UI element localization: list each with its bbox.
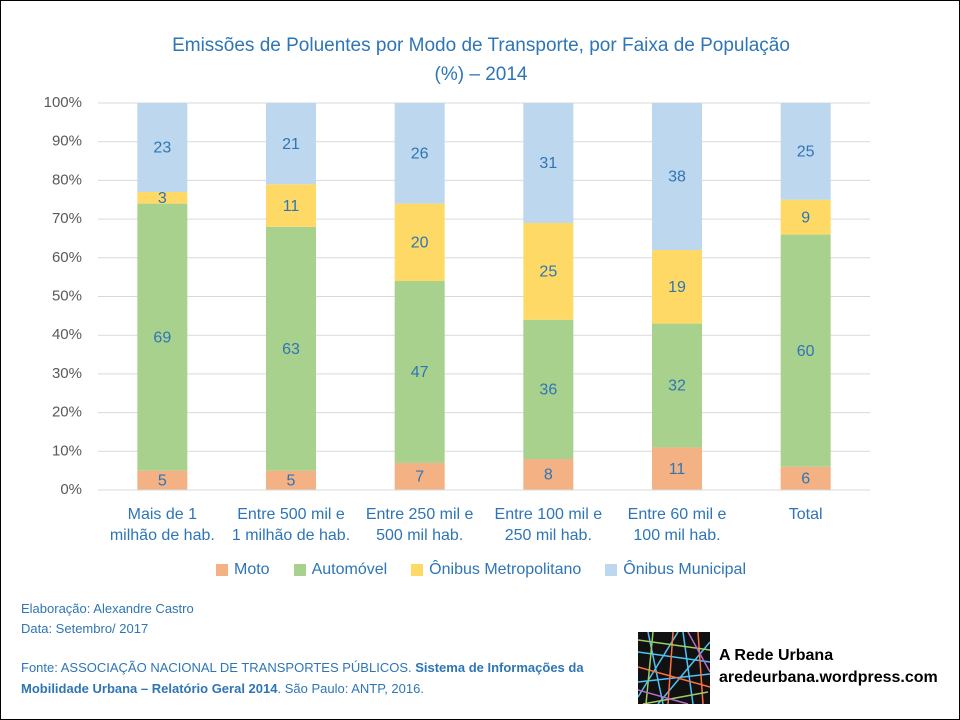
logo-url: aredeurbana.wordpress.com — [719, 669, 938, 686]
data-label: 7 — [415, 469, 424, 486]
legend-item: Automóvel — [293, 561, 388, 579]
data-label: 47 — [411, 364, 429, 381]
legend-item: Moto — [216, 561, 270, 579]
bar-segment — [652, 323, 702, 448]
data-label: 11 — [669, 461, 686, 478]
logo-title: A Rede Urbana — [719, 647, 834, 664]
legend-label: Ônibus Metropolitano — [429, 561, 582, 578]
bar-segment — [137, 103, 188, 193]
data-label: 69 — [153, 329, 171, 346]
bar-segment — [266, 470, 316, 490]
bar-segment — [137, 192, 188, 204]
legend-swatch — [605, 564, 618, 576]
data-label: 5 — [287, 473, 296, 490]
y-tick-label: 40% — [52, 326, 82, 343]
credits: Elaboração: Alexandre Castro Data: Setemb… — [21, 599, 194, 639]
y-tick-label: 30% — [52, 365, 82, 382]
bar-segment — [780, 199, 831, 235]
legend-swatch — [411, 564, 424, 576]
bar-segment — [137, 203, 188, 471]
data-label: 60 — [797, 343, 815, 360]
source-text: Fonte: ASSOCIAÇÃO NACIONAL DE TRANSPORTE… — [21, 660, 416, 675]
data-label: 9 — [801, 209, 810, 226]
bar-segment — [266, 184, 316, 227]
bar-segment — [523, 222, 574, 320]
y-tick-label: 60% — [52, 249, 82, 266]
legend-swatch — [293, 564, 306, 576]
bar-segment — [266, 103, 316, 185]
bar-segment — [394, 462, 445, 490]
data-label: 11 — [283, 198, 300, 215]
y-tick-label: 0% — [60, 481, 82, 498]
y-tick-label: 20% — [52, 404, 82, 421]
legend: Moto Automóvel Ônibus Metropolitano Ônibus … — [1, 561, 959, 579]
bar-segment — [394, 281, 445, 463]
data-label: 3 — [158, 190, 167, 207]
bar-segment — [652, 250, 702, 324]
logo-image — [638, 632, 710, 704]
legend-item: Ônibus Municipal — [605, 561, 746, 579]
data-label: 25 — [797, 144, 815, 161]
x-tick-label: Mais de 1 milhão de hab. — [109, 506, 215, 544]
y-tick-label: 90% — [52, 133, 82, 150]
data-label: 19 — [668, 279, 686, 296]
data-label: 25 — [539, 264, 557, 281]
bar-segment — [523, 459, 574, 490]
x-tick-label: Entre 100 mil e 250 mil hab. — [494, 506, 603, 544]
legend-item: Ônibus Metropolitano — [411, 561, 581, 579]
bar-segment — [137, 470, 188, 490]
data-label: 63 — [282, 341, 300, 358]
x-tick-label: Entre 60 mil e 100 mil hab. — [627, 506, 727, 544]
data-label: 6 — [801, 471, 810, 488]
data-label: 38 — [668, 169, 686, 186]
data-label: 21 — [282, 136, 300, 153]
logo-text: A Rede Urbana aredeurbana.wordpress.com — [719, 645, 938, 689]
bar-segment — [266, 226, 316, 471]
x-tick-label: Entre 250 mil e 500 mil hab. — [365, 506, 474, 544]
bar-segment — [652, 103, 702, 251]
data-label: 31 — [539, 155, 557, 172]
y-tick-label: 80% — [52, 171, 82, 188]
source-text: Sistema de Informações da Mobilidade Urb… — [21, 660, 584, 696]
bar-segment — [780, 103, 831, 200]
data-label: 23 — [153, 140, 171, 157]
credit-line: Data: Setembro/ 2017 — [21, 621, 149, 636]
x-tick-label: Total — [788, 506, 823, 523]
data-label: 32 — [668, 378, 686, 395]
bar-segment — [523, 319, 574, 460]
data-label: 5 — [158, 473, 167, 490]
bar-segment — [780, 466, 831, 490]
bar-segment — [394, 203, 445, 282]
data-label: 36 — [539, 382, 557, 399]
data-label: 8 — [544, 467, 553, 484]
credit-line: Elaboração: Alexandre Castro — [21, 601, 194, 616]
y-tick-label: 50% — [52, 287, 82, 304]
y-tick-label: 100% — [44, 94, 82, 111]
source: Fonte: ASSOCIAÇÃO NACIONAL DE TRANSPORTE… — [21, 657, 601, 699]
bar-segment — [394, 103, 445, 204]
legend-swatch — [216, 564, 228, 576]
data-label: 26 — [411, 146, 429, 163]
legend-label: Ônibus Municipal — [623, 561, 746, 578]
y-tick-label: 70% — [52, 210, 82, 227]
legend-label: Automóvel — [311, 561, 388, 578]
data-label: 20 — [411, 235, 429, 252]
bar-segment — [652, 447, 702, 490]
x-tick-label: Entre 500 mil e 1 milhão de hab. — [231, 506, 351, 544]
chart-title: Emissões de Poluentes por Modo de Transp… — [172, 35, 790, 85]
bar-segment — [523, 103, 574, 223]
y-tick-label: 10% — [52, 442, 82, 459]
bar-segment — [780, 234, 831, 467]
source-text: . São Paulo: ANTP, 2016. — [277, 681, 424, 696]
legend-label: Moto — [234, 561, 270, 578]
